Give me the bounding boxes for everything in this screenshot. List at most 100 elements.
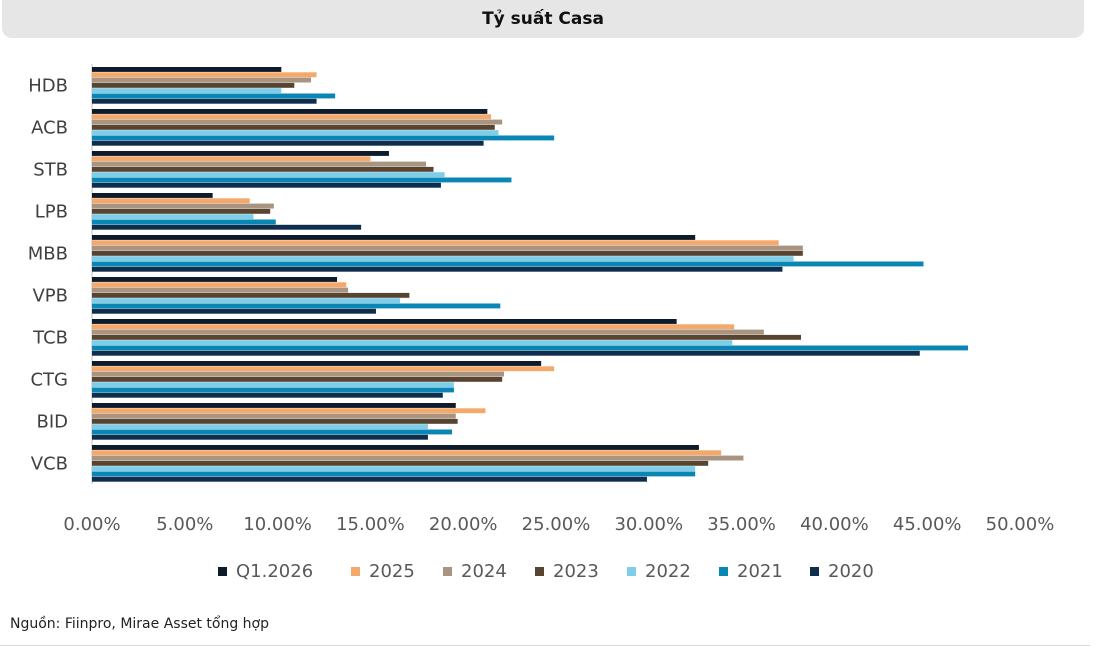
legend-swatch-q1-2026 xyxy=(218,567,227,576)
bar-bid-2022 xyxy=(92,424,428,430)
bottom-divider xyxy=(0,645,1090,646)
bar-mbb-2022 xyxy=(92,256,794,262)
bar-lpb-2023 xyxy=(92,208,271,214)
bar-stb-2024 xyxy=(92,161,427,167)
bar-ctg-2021 xyxy=(92,387,454,393)
bar-acb-2021 xyxy=(92,135,555,141)
category-label-ctg: CTG xyxy=(30,370,68,391)
bar-ctg-2025 xyxy=(92,366,555,372)
bar-vpb-2021 xyxy=(92,303,501,309)
category-label-acb: ACB xyxy=(31,118,68,139)
bar-bid-2021 xyxy=(92,429,453,435)
bar-stb-q1-2026 xyxy=(92,151,389,156)
legend-swatch-2024 xyxy=(443,567,452,576)
bar-tcb-2022 xyxy=(92,340,733,346)
bar-vcb-q1-2026 xyxy=(92,445,699,450)
bar-vcb-2025 xyxy=(92,450,722,456)
x-tick-label: 35.00% xyxy=(707,514,776,535)
bar-mbb-2024 xyxy=(92,245,803,251)
bar-vcb-2022 xyxy=(92,466,696,472)
category-label-stb: STB xyxy=(33,160,68,181)
bar-vcb-2020 xyxy=(92,476,647,482)
bar-tcb-2023 xyxy=(92,334,801,340)
bar-bid-2020 xyxy=(92,434,428,440)
bar-vpb-2024 xyxy=(92,287,349,293)
x-tick-label: 20.00% xyxy=(429,514,498,535)
bar-bid-2023 xyxy=(92,418,458,424)
bar-tcb-2021 xyxy=(92,345,969,351)
bar-hdb-2021 xyxy=(92,93,336,99)
category-label-mbb: MBB xyxy=(28,244,68,265)
bar-vpb-q1-2026 xyxy=(92,277,337,282)
bar-hdb-2025 xyxy=(92,72,317,78)
bar-vpb-2025 xyxy=(92,282,347,288)
bar-acb-2020 xyxy=(92,140,484,146)
bar-mbb-q1-2026 xyxy=(92,235,696,240)
bar-vpb-2023 xyxy=(92,292,410,298)
legend-label-2020: 2020 xyxy=(828,561,874,582)
x-tick-label: 45.00% xyxy=(893,514,962,535)
legend-label-2023: 2023 xyxy=(553,561,599,582)
bar-tcb-2024 xyxy=(92,329,764,335)
bar-lpb-2021 xyxy=(92,219,276,225)
bar-bid-2024 xyxy=(92,413,456,419)
legend-swatch-2025 xyxy=(351,567,360,576)
category-label-vcb: VCB xyxy=(31,454,68,475)
bar-vcb-2024 xyxy=(92,455,744,461)
bar-ctg-q1-2026 xyxy=(92,361,542,366)
x-tick-label: 30.00% xyxy=(614,514,683,535)
legend-label-q1-2026: Q1.2026 xyxy=(236,561,313,582)
legend-label-2025: 2025 xyxy=(369,561,415,582)
bar-mbb-2020 xyxy=(92,266,783,272)
bar-stb-2023 xyxy=(92,166,434,172)
bar-stb-2022 xyxy=(92,172,445,178)
bar-stb-2020 xyxy=(92,182,441,188)
legend-label-2024: 2024 xyxy=(461,561,507,582)
legend-swatch-2021 xyxy=(719,567,728,576)
bar-bid-2025 xyxy=(92,408,486,414)
bar-mbb-2025 xyxy=(92,240,779,246)
x-tick-label: 5.00% xyxy=(156,514,213,535)
bar-stb-2021 xyxy=(92,177,512,183)
x-tick-label: 50.00% xyxy=(986,514,1055,535)
bar-mbb-2021 xyxy=(92,261,924,267)
bar-acb-q1-2026 xyxy=(92,109,488,114)
bar-ctg-2022 xyxy=(92,382,454,388)
bar-vcb-2023 xyxy=(92,460,709,466)
category-label-hdb: HDB xyxy=(28,76,68,97)
bar-hdb-2023 xyxy=(92,82,295,88)
legend-swatch-2022 xyxy=(627,567,636,576)
source-note: Nguồn: Fiinpro, Mirae Asset tổng hợp xyxy=(10,616,269,632)
bar-hdb-2024 xyxy=(92,77,312,83)
bar-tcb-q1-2026 xyxy=(92,319,677,324)
bar-lpb-2025 xyxy=(92,198,250,204)
x-tick-label: 40.00% xyxy=(800,514,869,535)
bar-lpb-2024 xyxy=(92,203,274,209)
chart-title-bar: Tỷ suất Casa xyxy=(2,0,1084,38)
bar-stb-2025 xyxy=(92,156,371,162)
bar-lpb-q1-2026 xyxy=(92,193,213,198)
bar-ctg-2023 xyxy=(92,376,503,382)
bar-hdb-2020 xyxy=(92,98,317,104)
chart-title: Tỷ suất Casa xyxy=(482,9,604,29)
bar-ctg-2020 xyxy=(92,392,443,398)
bar-lpb-2020 xyxy=(92,224,362,230)
bar-acb-2023 xyxy=(92,124,495,130)
x-tick-label: 10.00% xyxy=(243,514,312,535)
bar-acb-2025 xyxy=(92,114,492,120)
category-label-lpb: LPB xyxy=(35,202,68,223)
x-tick-label: 15.00% xyxy=(336,514,405,535)
x-tick-label: 25.00% xyxy=(522,514,591,535)
x-tick-label: 0.00% xyxy=(63,514,120,535)
bar-tcb-2020 xyxy=(92,350,920,356)
category-label-vpb: VPB xyxy=(32,286,68,307)
bar-vpb-2022 xyxy=(92,298,401,304)
category-label-bid: BID xyxy=(36,412,68,433)
bar-acb-2022 xyxy=(92,130,499,136)
bar-lpb-2022 xyxy=(92,214,254,220)
bar-hdb-2022 xyxy=(92,88,282,94)
legend-swatch-2023 xyxy=(535,567,544,576)
bar-hdb-q1-2026 xyxy=(92,67,282,72)
bar-chart: HDB ACB STB LPB MBB VPB TCB CTG BID VCB 0.00% 5.00%… xyxy=(28,64,1055,582)
bar-bid-q1-2026 xyxy=(92,403,456,408)
